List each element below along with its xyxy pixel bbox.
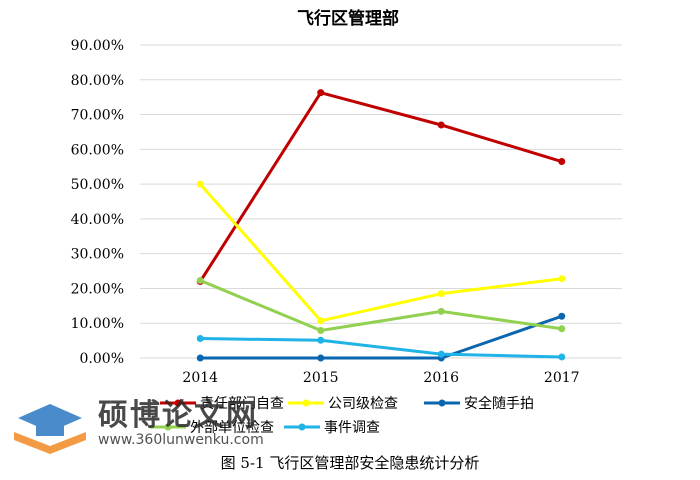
plot-area: [196, 89, 566, 362]
watermark-text: 硕博论文网: [98, 398, 258, 433]
x-tick-label: 2014: [182, 370, 218, 386]
series-line: [199, 279, 562, 333]
data-point: [558, 353, 566, 361]
graduation-cap-book-icon: [14, 404, 86, 454]
watermark-url: www.360lunwenku.com: [98, 432, 264, 448]
legend-label: 责任部门自查: [200, 396, 284, 412]
legend-marker: [164, 423, 172, 431]
data-point: [196, 276, 204, 284]
y-tick-label: 30.00%: [71, 247, 124, 263]
legend-label: 安全随手拍: [464, 395, 534, 412]
data-point: [317, 89, 325, 97]
data-point: [196, 354, 204, 362]
x-axis: 2014 2015 2016 2017: [182, 370, 579, 386]
data-point: [558, 158, 566, 166]
data-point: [437, 290, 445, 298]
series-line: [200, 314, 563, 360]
y-tick-label: 0.00%: [80, 351, 124, 367]
data-point: [317, 327, 325, 335]
data-point: [317, 354, 325, 362]
y-tick-label: 90.00%: [71, 38, 124, 54]
data-point: [558, 312, 566, 320]
data-point: [196, 180, 204, 188]
series-line: [199, 183, 562, 323]
y-tick-label: 40.00%: [71, 212, 124, 228]
legend-marker: [302, 399, 310, 407]
legend-marker: [298, 423, 306, 431]
y-tick-label: 20.00%: [71, 281, 124, 297]
data-point: [437, 350, 445, 358]
data-point: [437, 121, 445, 129]
figure-caption: 图 5-1 飞行区管理部安全隐患统计分析: [220, 454, 480, 472]
series-line: [198, 91, 563, 283]
x-tick-label: 2015: [303, 370, 339, 386]
x-tick-label: 2016: [423, 370, 459, 386]
y-tick-label: 60.00%: [71, 142, 124, 158]
gridlines: [140, 44, 622, 359]
y-tick-label: 70.00%: [71, 108, 124, 124]
data-point: [196, 335, 204, 343]
legend-marker: [174, 399, 182, 407]
x-tick-label: 2017: [544, 370, 580, 386]
legend-label: 外部单位检查: [190, 420, 274, 436]
y-tick-label: 10.00%: [71, 316, 124, 332]
data-point: [558, 275, 566, 283]
y-axis: 0.00% 10.00% 20.00% 30.00% 40.00% 50.00% 60.00…: [71, 38, 124, 367]
legend-marker: [438, 399, 446, 407]
data-point: [558, 325, 566, 333]
legend-label: 事件调查: [324, 420, 380, 436]
watermark-logo: 硕博论文网 www.360lunwenku.com: [10, 388, 280, 458]
series-line: [200, 337, 562, 359]
chart-title: 飞行区管理部: [297, 8, 399, 29]
data-point: [317, 336, 325, 344]
y-tick-label: 50.00%: [71, 177, 124, 193]
data-point: [317, 317, 325, 325]
data-point: [437, 307, 445, 315]
legend-label: 公司级检查: [328, 396, 398, 412]
y-tick-label: 80.00%: [71, 73, 124, 89]
